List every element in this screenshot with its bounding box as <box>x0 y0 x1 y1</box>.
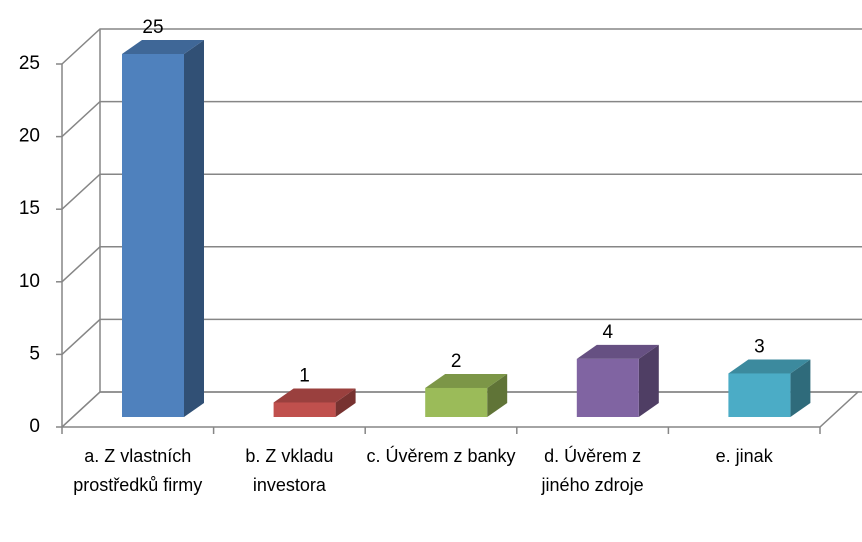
bar-side <box>638 344 659 417</box>
value-label: 4 <box>603 322 614 343</box>
bar <box>122 54 184 417</box>
bar-top <box>728 359 811 374</box>
y-tick-label: 20 <box>19 126 40 147</box>
value-label: 25 <box>142 17 163 38</box>
y-tick-label: 5 <box>29 343 40 364</box>
grid-line <box>61 173 862 210</box>
value-label: 2 <box>451 351 462 372</box>
bar-top <box>425 373 508 388</box>
x-tick-label: a. Z vlastních prostředků firmy <box>73 446 203 495</box>
bar <box>425 387 488 417</box>
x-tick-label: d. Úvěrem z jiného zdroje <box>541 446 644 495</box>
bar <box>576 358 639 417</box>
grid-line <box>61 246 862 283</box>
x-tick-label: c. Úvěrem z banky <box>366 446 516 466</box>
bar-top <box>576 344 659 359</box>
bar-side <box>335 388 356 417</box>
bar-side <box>790 359 811 417</box>
bar <box>273 402 336 417</box>
bar-top <box>273 388 356 403</box>
x-tick-label: e. jinak <box>715 446 773 466</box>
grid-line <box>61 100 862 138</box>
value-label: 1 <box>299 365 310 386</box>
bar-side <box>184 40 204 417</box>
bar <box>728 373 791 417</box>
x-tick-label: b. Z vkladu investora <box>245 446 334 495</box>
y-tick-label: 0 <box>29 416 40 437</box>
y-tick-label: 10 <box>19 271 40 292</box>
bar-side <box>487 373 508 417</box>
bar-top <box>122 40 204 54</box>
y-tick-label: 15 <box>19 198 40 219</box>
y-tick-label: 25 <box>19 53 40 74</box>
grid-line <box>61 28 862 65</box>
value-label: 3 <box>754 336 765 357</box>
grid-line <box>61 318 862 355</box>
